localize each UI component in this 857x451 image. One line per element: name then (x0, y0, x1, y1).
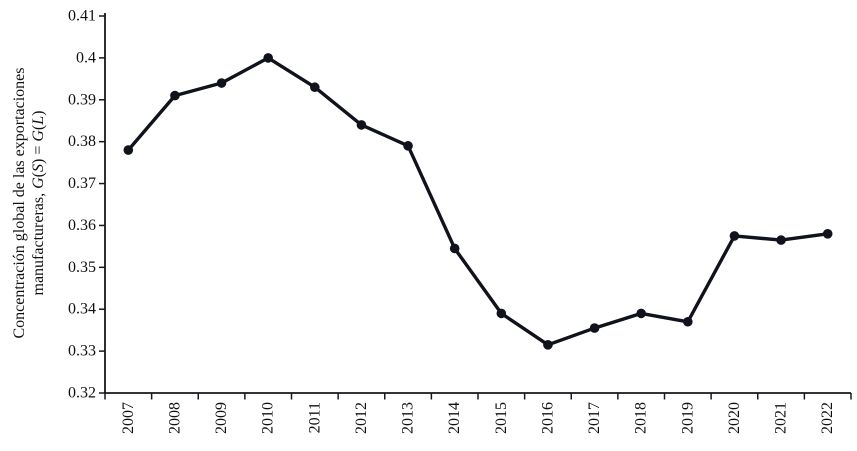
x-tick-label: 2022 (819, 402, 836, 434)
y-tick-label: 0.34 (68, 301, 96, 318)
data-point (589, 323, 600, 333)
data-point (403, 141, 413, 151)
x-tick-label: 2015 (493, 402, 510, 434)
data-point (636, 308, 646, 319)
axis-lines (104, 13, 851, 394)
x-tick-label: 2021 (773, 402, 790, 434)
x-tick-label: 2012 (353, 402, 370, 434)
data-point (216, 78, 227, 88)
y-tick-label: 0.41 (68, 8, 96, 25)
data-point (310, 82, 320, 93)
y-tick-label: 0.39 (68, 91, 96, 108)
data-point (496, 308, 507, 319)
data-point (356, 120, 367, 130)
x-tick-label: 2017 (586, 402, 603, 434)
x-tick-label: 2008 (166, 402, 183, 434)
x-tick-label: 2014 (446, 402, 463, 434)
x-tick-label: 2016 (539, 402, 556, 434)
y-tick-label: 0.35 (68, 259, 96, 276)
data-point (729, 231, 740, 241)
x-tick-label: 2018 (633, 402, 650, 434)
data-point (543, 340, 553, 350)
x-tick-label: 2007 (120, 402, 137, 434)
x-tick-label: 2020 (726, 402, 743, 434)
data-point (449, 243, 460, 254)
data-line (126, 56, 830, 347)
y-tick-label: 0.38 (68, 133, 96, 150)
y-tick-label: 0.32 (68, 385, 96, 402)
x-tick-label: 2010 (260, 402, 277, 434)
data-point (822, 229, 833, 239)
data-point (123, 145, 134, 155)
x-tick-label: 2013 (400, 402, 417, 434)
y-tick-label: 0.4 (76, 49, 96, 66)
y-tick-label: 0.33 (68, 343, 96, 360)
x-tick-label: 2019 (679, 402, 696, 434)
y-tick-label: 0.36 (68, 217, 96, 234)
x-tick-label: 2009 (213, 402, 230, 434)
x-tick-label: 2011 (306, 402, 323, 433)
y-tick-label: 0.37 (68, 175, 96, 192)
data-point (683, 316, 693, 327)
data-point (776, 235, 786, 245)
data-point (263, 53, 273, 63)
data-point (170, 90, 180, 101)
